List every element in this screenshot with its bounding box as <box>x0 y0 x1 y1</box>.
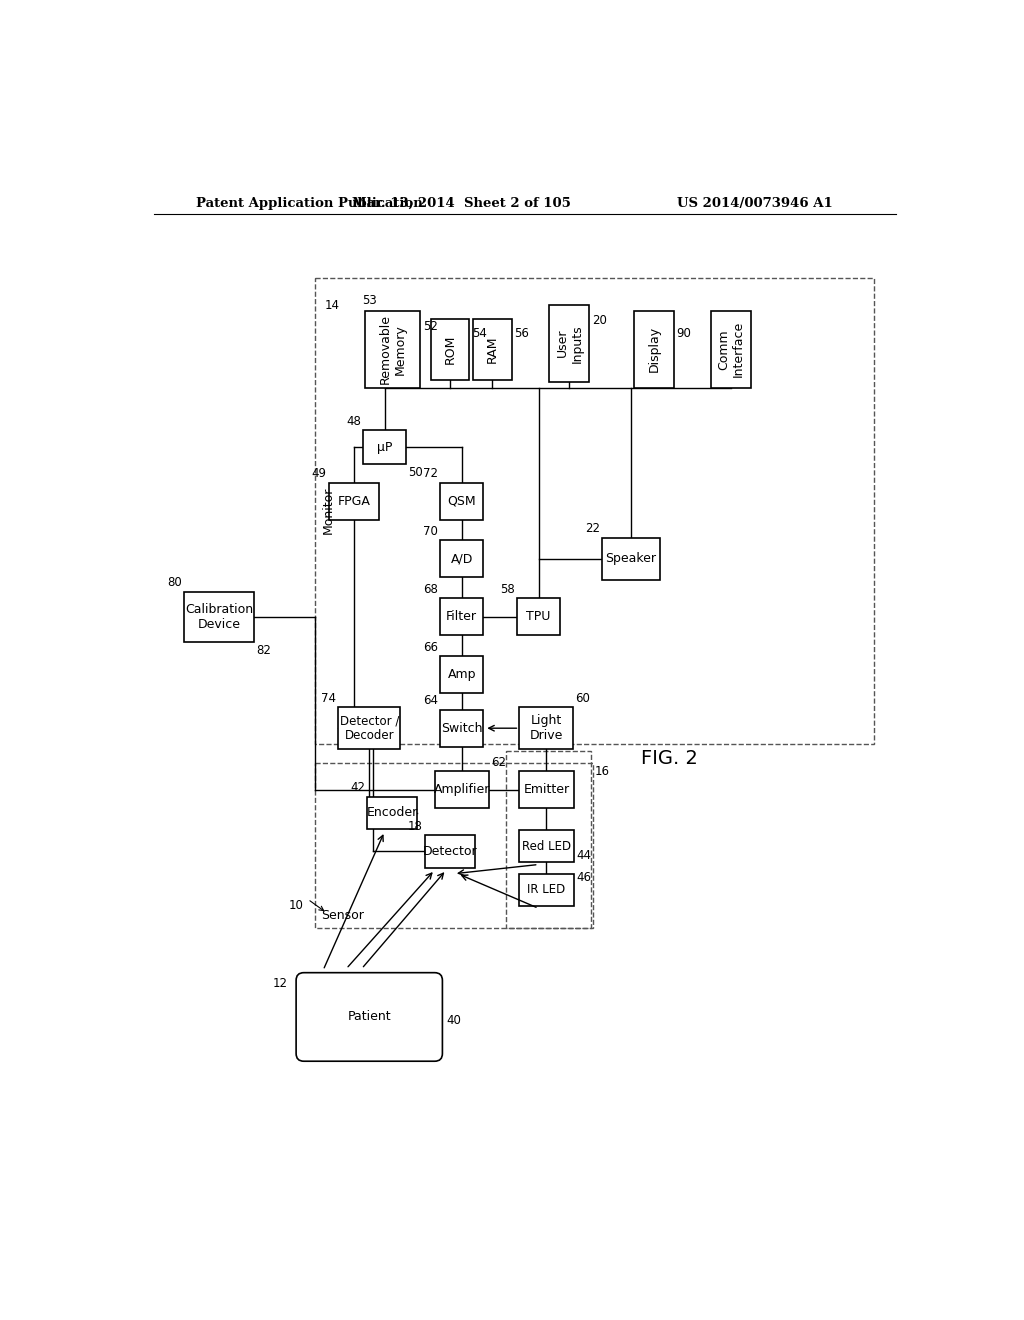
Text: Display: Display <box>647 326 660 372</box>
Text: 20: 20 <box>592 314 606 326</box>
Text: 48: 48 <box>346 414 361 428</box>
Bar <box>440 598 483 635</box>
Text: 50: 50 <box>409 466 423 479</box>
Bar <box>329 483 379 520</box>
Bar <box>440 656 483 693</box>
Text: 54: 54 <box>472 327 486 341</box>
Text: Comm
Interface: Comm Interface <box>717 321 745 378</box>
Bar <box>184 591 254 642</box>
Bar <box>550 305 590 381</box>
Text: 82: 82 <box>256 644 271 657</box>
Text: Light
Drive: Light Drive <box>529 714 563 742</box>
Text: A/D: A/D <box>451 552 473 565</box>
Bar <box>518 830 574 862</box>
Text: 68: 68 <box>423 582 438 595</box>
Text: Detector /
Decoder: Detector / Decoder <box>340 714 399 742</box>
Text: 58: 58 <box>501 582 515 595</box>
Text: Calibration
Device: Calibration Device <box>185 602 253 631</box>
Text: Patent Application Publication: Patent Application Publication <box>196 197 423 210</box>
Text: Detector: Detector <box>423 845 477 858</box>
Text: 12: 12 <box>273 977 288 990</box>
FancyBboxPatch shape <box>296 973 442 1061</box>
Bar <box>506 751 591 928</box>
Text: 46: 46 <box>577 871 592 884</box>
Text: FIG. 2: FIG. 2 <box>641 750 698 768</box>
Text: TPU: TPU <box>526 610 551 623</box>
Bar <box>519 708 573 750</box>
Text: Sensor: Sensor <box>322 909 365 923</box>
Text: 72: 72 <box>423 467 438 480</box>
Bar <box>473 318 512 380</box>
Text: 44: 44 <box>577 849 592 862</box>
Text: 52: 52 <box>423 319 438 333</box>
Bar <box>517 598 560 635</box>
Bar <box>711 312 752 388</box>
Text: Removable
Memory: Removable Memory <box>378 314 407 384</box>
Bar <box>425 836 475 867</box>
Bar <box>440 540 483 577</box>
Text: 90: 90 <box>677 327 691 341</box>
Text: 49: 49 <box>311 467 327 480</box>
Bar <box>431 318 469 380</box>
Bar <box>368 797 418 829</box>
Bar <box>315 763 593 928</box>
Text: Amp: Amp <box>447 668 476 681</box>
Text: 80: 80 <box>167 577 182 589</box>
Text: 64: 64 <box>423 694 438 708</box>
Text: Switch: Switch <box>441 722 482 735</box>
Text: 10: 10 <box>289 899 304 912</box>
Text: μP: μP <box>377 441 392 454</box>
Text: 66: 66 <box>423 640 438 653</box>
Text: 42: 42 <box>350 781 365 795</box>
Text: Amplifier: Amplifier <box>433 783 489 796</box>
Text: 53: 53 <box>362 294 377 308</box>
Text: Mar. 13, 2014  Sheet 2 of 105: Mar. 13, 2014 Sheet 2 of 105 <box>352 197 571 210</box>
Text: User
Inputs: User Inputs <box>555 323 584 363</box>
Bar <box>602 537 659 579</box>
Text: 18: 18 <box>408 820 423 833</box>
Bar <box>339 708 400 750</box>
Text: Patient: Patient <box>347 1010 391 1023</box>
Text: Red LED: Red LED <box>522 840 571 853</box>
Bar <box>634 312 674 388</box>
Text: ROM: ROM <box>443 335 457 364</box>
Text: 22: 22 <box>585 523 600 536</box>
Text: 60: 60 <box>575 692 591 705</box>
Bar <box>518 874 574 906</box>
Text: 62: 62 <box>490 756 506 770</box>
Text: 70: 70 <box>423 525 438 539</box>
Bar <box>440 710 483 747</box>
Bar <box>435 771 488 808</box>
Bar <box>440 483 483 520</box>
Text: Emitter: Emitter <box>523 783 569 796</box>
Text: 14: 14 <box>325 300 340 313</box>
Text: 40: 40 <box>446 1014 461 1027</box>
Bar <box>364 430 406 465</box>
Text: Filter: Filter <box>446 610 477 623</box>
Text: 56: 56 <box>514 327 528 341</box>
Text: Speaker: Speaker <box>605 552 656 565</box>
Bar <box>365 312 420 388</box>
Bar <box>518 771 574 808</box>
Text: Encoder: Encoder <box>367 807 418 820</box>
Text: US 2014/0073946 A1: US 2014/0073946 A1 <box>677 197 833 210</box>
Text: QSM: QSM <box>447 495 476 508</box>
Bar <box>315 277 873 743</box>
Text: IR LED: IR LED <box>527 883 565 896</box>
Text: 74: 74 <box>322 692 336 705</box>
Text: 16: 16 <box>595 766 610 779</box>
Text: RAM: RAM <box>486 335 499 363</box>
Text: Monitor: Monitor <box>322 487 335 535</box>
Text: FPGA: FPGA <box>338 495 371 508</box>
